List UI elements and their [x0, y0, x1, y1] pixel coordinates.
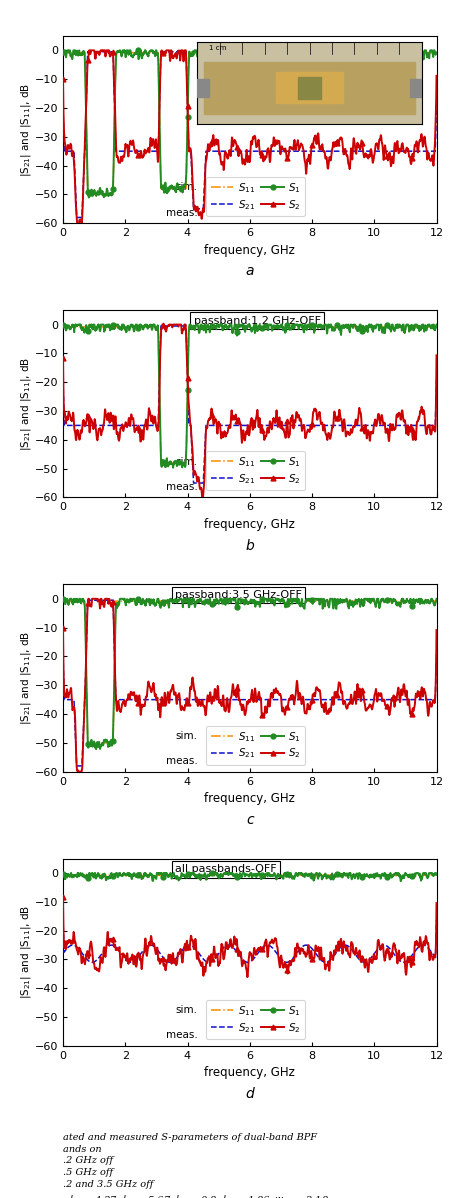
Text: a: a: [246, 265, 254, 278]
Legend: $S_{11}$, $S_{21}$, $S_{1}$, $S_{2}$: $S_{11}$, $S_{21}$, $S_{1}$, $S_{2}$: [207, 726, 305, 764]
Y-axis label: |S$_{21}$| and |S$_{11}$|, dB: |S$_{21}$| and |S$_{11}$|, dB: [19, 83, 33, 176]
X-axis label: frequency, GHz: frequency, GHz: [204, 792, 295, 805]
Text: b: b: [245, 539, 254, 552]
Legend: $S_{11}$, $S_{21}$, $S_{1}$, $S_{2}$: $S_{11}$, $S_{21}$, $S_{1}$, $S_{2}$: [207, 452, 305, 490]
Text: passband:3.5 GHz-OFF: passband:3.5 GHz-OFF: [175, 589, 302, 600]
Y-axis label: |S$_{21}$| and |S$_{11}$|, dB: |S$_{21}$| and |S$_{11}$|, dB: [19, 631, 33, 725]
Text: sim.: sim.: [176, 182, 198, 193]
Legend: $S_{11}$, $S_{21}$, $S_{1}$, $S_{2}$: $S_{11}$, $S_{21}$, $S_{1}$, $S_{2}$: [207, 177, 305, 216]
X-axis label: frequency, GHz: frequency, GHz: [204, 1066, 295, 1079]
Text: meas.: meas.: [166, 1030, 198, 1040]
Y-axis label: |S$_{21}$| and |S$_{11}$|, dB: |S$_{21}$| and |S$_{11}$|, dB: [19, 906, 33, 999]
Text: meas.: meas.: [166, 482, 198, 492]
Text: ated and measured S-parameters of dual-band BPF
ands on
.2 GHz off
.5 GHz off
.2: ated and measured S-parameters of dual-b…: [63, 1133, 332, 1198]
Legend: $S_{11}$, $S_{21}$, $S_{1}$, $S_{2}$: $S_{11}$, $S_{21}$, $S_{1}$, $S_{2}$: [207, 1000, 305, 1039]
Text: c: c: [246, 813, 253, 827]
Text: meas.: meas.: [166, 207, 198, 218]
Text: d: d: [245, 1087, 254, 1101]
Text: meas.: meas.: [166, 756, 198, 766]
Text: sim.: sim.: [176, 1005, 198, 1015]
X-axis label: frequency, GHz: frequency, GHz: [204, 243, 295, 256]
Y-axis label: |S$_{21}$| and |S$_{11}$|, dB: |S$_{21}$| and |S$_{11}$|, dB: [19, 357, 33, 450]
Text: sim.: sim.: [176, 731, 198, 740]
Text: all passbands-OFF: all passbands-OFF: [175, 864, 277, 875]
X-axis label: frequency, GHz: frequency, GHz: [204, 518, 295, 531]
Text: passband:1.2 GHz-OFF: passband:1.2 GHz-OFF: [194, 316, 321, 326]
Text: sim.: sim.: [176, 456, 198, 466]
